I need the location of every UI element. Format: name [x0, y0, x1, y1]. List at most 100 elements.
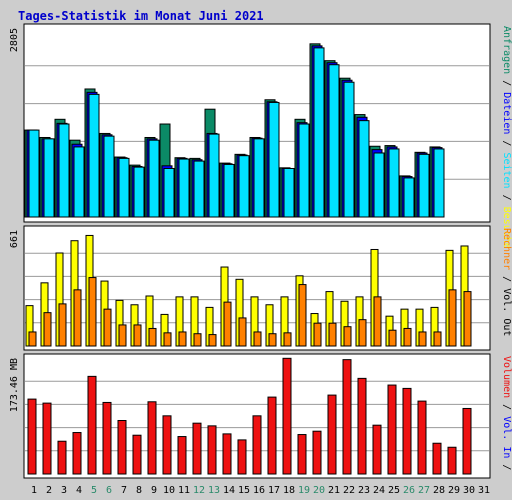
legend-entry: Dateien [501, 92, 512, 134]
bar-rechner-day-7 [118, 324, 127, 347]
x-axis-label: 26 [403, 485, 415, 496]
x-axis-label: 9 [151, 485, 157, 496]
bar-volumen-day-15 [237, 439, 247, 475]
bar-rechner-day-5 [88, 277, 97, 347]
top-panel-legend: Anfragen / Dateien / Seiten / Besuche [501, 26, 512, 249]
bar-rechner-day-19 [298, 284, 307, 347]
bar-seiten-day-12 [193, 160, 205, 218]
bar-seiten-day-13 [208, 133, 220, 218]
bar-volumen-day-4 [72, 432, 82, 475]
x-axis-label: 27 [418, 485, 430, 496]
bar-seiten-day-26 [403, 177, 415, 218]
bar-seiten-day-18 [283, 167, 295, 218]
bar-volumen-day-26 [402, 387, 412, 475]
legend-entry: / [501, 270, 512, 288]
middle-panel-legend: Rechner / Vol. Out [501, 228, 512, 336]
x-axis-label: 10 [163, 485, 175, 496]
bar-volumen-day-7 [117, 420, 127, 475]
bar-seiten-day-19 [298, 123, 310, 218]
bar-rechner-day-12 [193, 333, 202, 347]
bar-rechner-day-24 [373, 296, 382, 347]
bar-volumen-day-27 [417, 400, 427, 475]
bar-volumen-day-23 [357, 377, 367, 475]
bar-rechner-day-9 [148, 327, 157, 347]
legend-entry: Vol. Out [501, 288, 512, 336]
x-axis-label: 3 [61, 485, 67, 496]
bar-seiten-day-2 [43, 138, 55, 218]
bar-volumen-day-29 [447, 446, 457, 475]
legend-entry: / [501, 398, 512, 416]
bar-seiten-day-22 [343, 81, 355, 218]
bar-seiten-day-25 [388, 148, 400, 218]
x-axis-label: 28 [433, 485, 445, 496]
x-axis-label: 29 [448, 485, 460, 496]
x-axis-label: 24 [373, 485, 385, 496]
bar-volumen-day-30 [462, 407, 472, 475]
bar-volumen-day-13 [207, 425, 217, 475]
bar-seiten-day-20 [313, 47, 325, 218]
bar-seiten-day-8 [133, 166, 145, 218]
legend-entry: Vol. In [501, 416, 512, 458]
bar-volumen-day-18 [282, 357, 292, 475]
bar-rechner-day-4 [73, 289, 82, 347]
x-axis-label: 14 [223, 485, 235, 496]
x-axis-label: 21 [328, 485, 340, 496]
x-axis-label: 30 [463, 485, 475, 496]
x-axis-label: 12 [193, 485, 205, 496]
x-axis-label: 16 [253, 485, 265, 496]
bar-rechner-day-15 [238, 317, 247, 347]
legend-entry: / [501, 74, 512, 92]
legend-entry: Besuche [501, 207, 512, 249]
bar-rechner-day-23 [358, 319, 367, 347]
bar-volumen-day-20 [312, 430, 322, 475]
legend-entry: Anfragen [501, 26, 512, 74]
bar-seiten-day-27 [418, 153, 430, 218]
x-axis-label: 8 [136, 485, 142, 496]
x-axis-label: 20 [313, 485, 325, 496]
bar-volumen-day-3 [57, 440, 67, 475]
x-axis-label: 17 [268, 485, 280, 496]
legend-entry: Seiten [501, 152, 512, 188]
x-axis-label: 4 [76, 485, 82, 496]
x-axis-label: 15 [238, 485, 250, 496]
bar-seiten-day-23 [358, 120, 370, 218]
bar-seiten-day-10 [163, 167, 175, 218]
bar-volumen-day-17 [267, 396, 277, 475]
legend-entry: / [501, 189, 512, 207]
bar-rechner-day-14 [223, 301, 232, 347]
bar-seiten-day-16 [253, 138, 265, 218]
x-axis-label: 5 [91, 485, 97, 496]
bar-seiten-day-1 [28, 129, 40, 218]
bar-volumen-day-25 [387, 384, 397, 475]
bar-rechner-day-6 [103, 308, 112, 347]
x-axis-label: 25 [388, 485, 400, 496]
bar-volumen-day-1 [27, 398, 37, 475]
bar-volumen-day-28 [432, 442, 442, 475]
bars [24, 43, 472, 475]
x-axis-label: 6 [106, 485, 112, 496]
bar-seiten-day-24 [373, 152, 385, 218]
bar-seiten-day-7 [118, 157, 130, 218]
bar-rechner-day-1 [28, 331, 37, 347]
legend-entry: / [501, 134, 512, 152]
bar-volumen-day-8 [132, 434, 142, 475]
bar-volumen-day-14 [222, 433, 232, 475]
top-y-max-label: 2805 [9, 28, 20, 52]
bottom-panel-legend: Volumen / Vol. In / [501, 356, 512, 470]
bar-rechner-day-16 [253, 331, 262, 347]
axis-labels: 1 2 3 4 5 6 7 8 9 10 11 12 13 14 15 16 17 18 19 20 21 22 23 24 2… [31, 485, 490, 496]
bar-seiten-day-21 [328, 64, 340, 218]
legend-entry: Volumen [501, 356, 512, 398]
bar-rechner-day-13 [208, 334, 217, 347]
bottom-y-max-label: 173.46 MB [9, 358, 20, 412]
x-axis-label: 19 [298, 485, 310, 496]
x-axis-label: 13 [208, 485, 220, 496]
bar-seiten-day-9 [148, 139, 160, 218]
bar-volumen-day-6 [102, 401, 112, 475]
bar-volumen-day-19 [297, 434, 307, 475]
bar-rechner-day-3 [58, 303, 67, 347]
chart-title: Tages-Statistik im Monat Juni 2021 [18, 9, 264, 23]
bar-seiten-day-14 [223, 163, 235, 218]
bar-volumen-day-24 [372, 424, 382, 475]
bar-seiten-day-11 [178, 158, 190, 218]
